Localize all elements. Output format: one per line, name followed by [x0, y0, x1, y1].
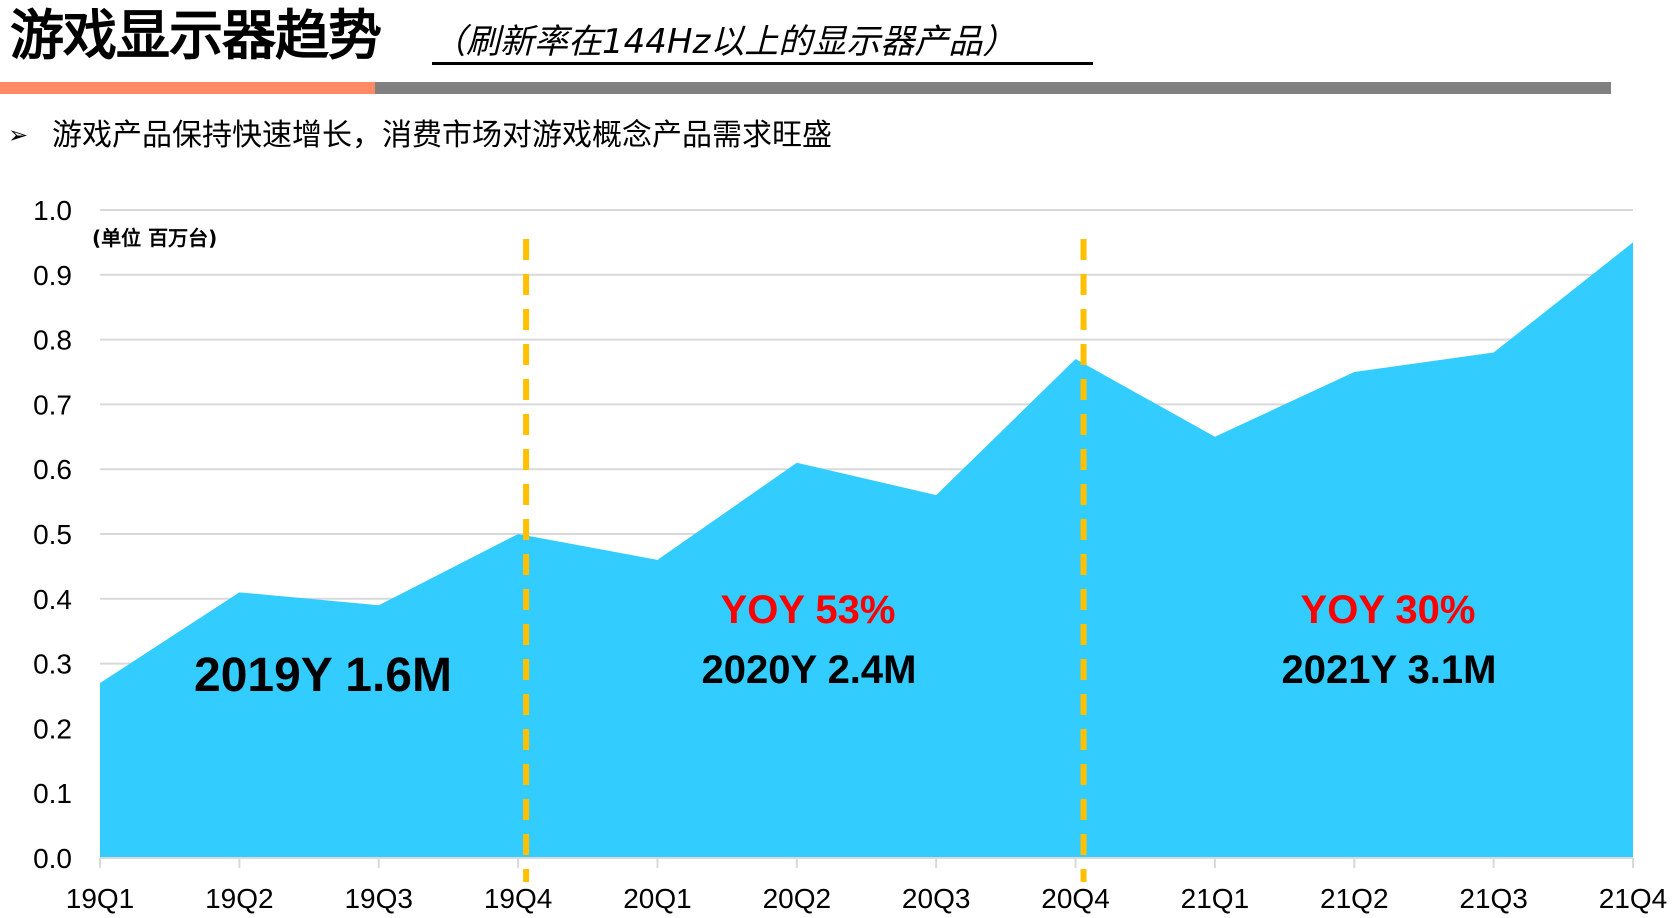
y-tick-label: 1.0	[33, 195, 72, 226]
area-fill	[100, 242, 1633, 858]
x-tick-label: 21Q3	[1459, 883, 1528, 914]
unit-label: (单位 百万台)	[92, 226, 218, 250]
x-tick-label: 19Q2	[205, 883, 274, 914]
y-tick-label: 0.2	[33, 713, 72, 744]
x-axis-tick-labels: 19Q1 19Q2 19Q3 19Q4 20Q1 20Q2 20Q3 20Q4 21Q1 21Q2…	[66, 883, 1668, 914]
x-axis	[99, 857, 1634, 868]
y-tick-label: 0.7	[33, 389, 72, 420]
x-tick-label: 20Q2	[763, 883, 832, 914]
annotation-2020-total: 2020Y 2.4M	[701, 648, 917, 692]
x-tick-label: 20Q3	[902, 883, 971, 914]
header-accent-bar	[0, 82, 375, 94]
x-tick-label: 19Q1	[66, 883, 135, 914]
y-tick-label: 0.8	[33, 325, 72, 356]
area-series	[99, 242, 1634, 858]
y-axis-tick-labels: 0.0 0.1 0.2 0.3 0.4 0.5 0.6 0.7 0.8 0.9 1.0	[33, 195, 72, 874]
header-divider-bar	[375, 82, 1611, 94]
annotation-2021-yoy: YOY 30%	[1300, 588, 1476, 632]
page-title: 游戏显示器趋势	[10, 4, 382, 67]
y-tick-label: 0.5	[33, 519, 72, 550]
y-tick-label: 0.3	[33, 649, 72, 680]
period-dividers	[523, 239, 1087, 882]
y-tick-label: 0.0	[33, 843, 72, 874]
x-tick-label: 19Q4	[484, 883, 553, 914]
annotation-2019-total: 2019Y 1.6M	[194, 649, 452, 702]
x-tick-label: 20Q4	[1041, 883, 1110, 914]
annotation-2021-total: 2021Y 3.1M	[1281, 648, 1497, 692]
x-tick-label: 21Q4	[1599, 883, 1668, 914]
y-tick-label: 0.9	[33, 260, 72, 291]
page-subtitle: （刷新率在144Hz以上的显示器产品）	[432, 22, 1093, 65]
x-tick-label: 21Q2	[1320, 883, 1389, 914]
arrowhead-bullet-icon: ➢	[8, 122, 29, 149]
y-tick-label: 0.4	[33, 584, 72, 615]
bullet-text: 游戏产品保持快速增长，消费市场对游戏概念产品需求旺盛	[52, 118, 832, 153]
y-tick-label: 0.6	[33, 454, 72, 485]
x-tick-label: 20Q1	[623, 883, 692, 914]
annotation-2020-yoy: YOY 53%	[720, 588, 896, 632]
x-tick-label: 19Q3	[344, 883, 413, 914]
x-tick-label: 21Q1	[1181, 883, 1250, 914]
y-tick-label: 0.1	[33, 778, 72, 809]
